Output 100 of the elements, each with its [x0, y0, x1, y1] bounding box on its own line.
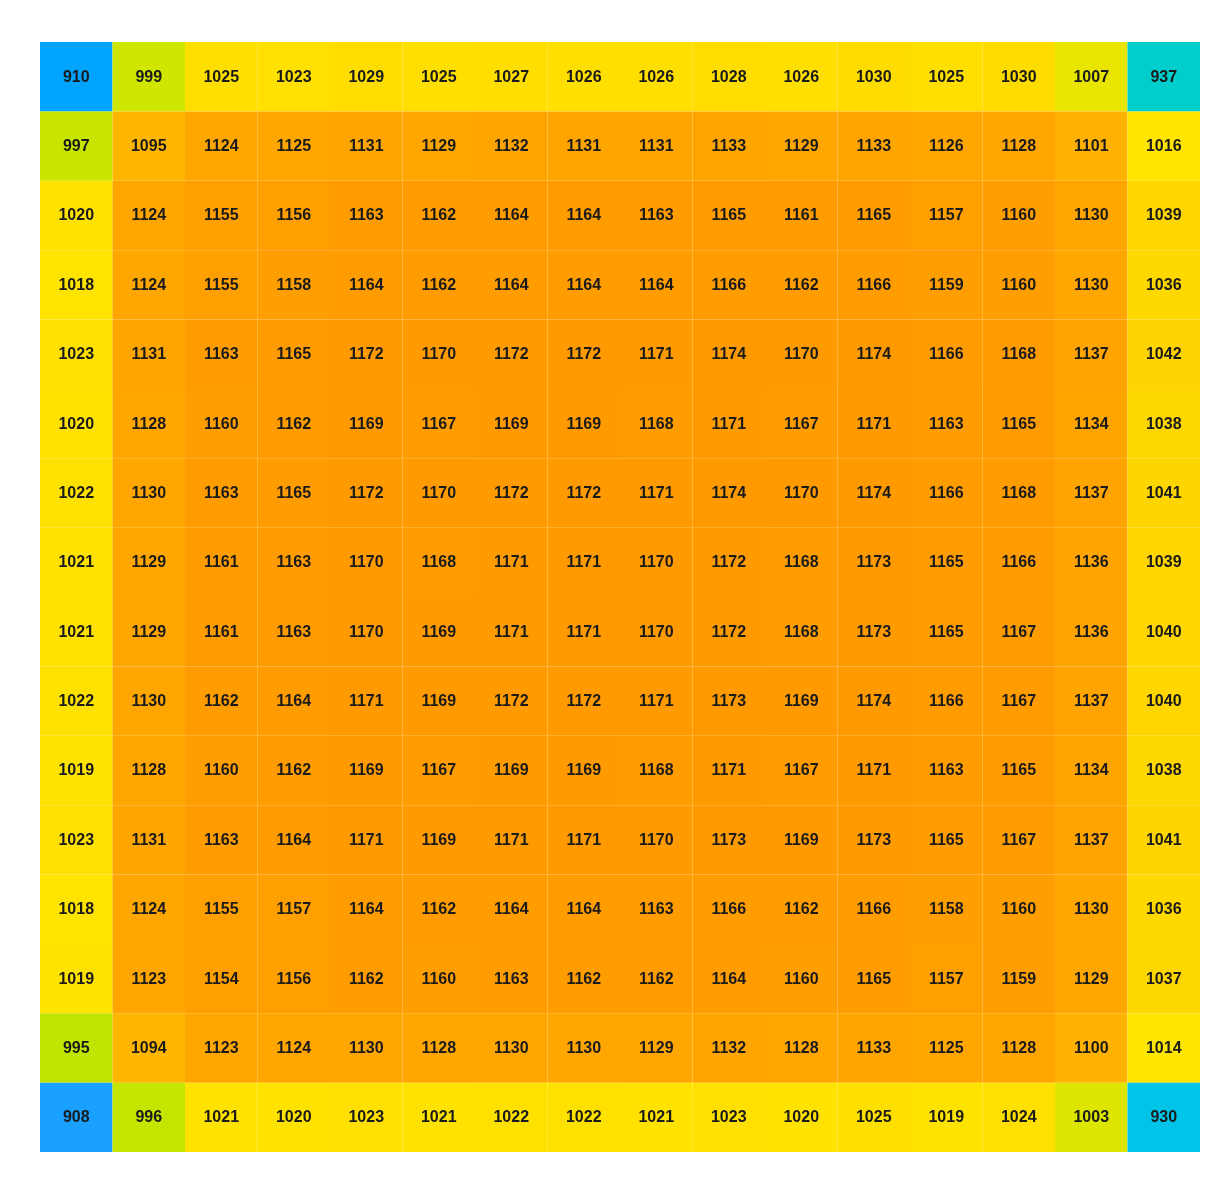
data-label: 1171	[638, 345, 674, 363]
data-label: 1130	[348, 1038, 384, 1056]
data-label: 1169	[421, 830, 457, 848]
data-label: 1137	[1073, 692, 1109, 710]
data-label: 1171	[856, 761, 892, 779]
data-label: 1165	[856, 206, 892, 224]
data-label: 1020	[783, 1108, 820, 1126]
data-label: 1174	[711, 345, 747, 363]
data-label: 1160	[421, 969, 457, 987]
data-label: 1162	[276, 761, 312, 779]
data-label: 999	[135, 67, 163, 85]
data-label: 1025	[420, 67, 457, 85]
data-label: 1173	[711, 830, 747, 848]
data-label: 1158	[928, 900, 964, 918]
data-label: 1021	[58, 622, 95, 640]
data-label: 1171	[638, 692, 674, 710]
data-label: 1029	[348, 67, 385, 85]
data-label: 1169	[348, 761, 384, 779]
data-label: 1094	[130, 1038, 167, 1056]
data-label: 1030	[1000, 67, 1037, 85]
data-label: 1137	[1073, 483, 1109, 501]
data-label: 1171	[566, 622, 602, 640]
data-label: 1129	[421, 137, 457, 155]
data-label: 1131	[348, 137, 384, 155]
data-label: 1171	[711, 761, 747, 779]
data-label: 930	[1150, 1108, 1178, 1126]
data-label: 1039	[1145, 206, 1182, 224]
data-label: 1156	[276, 206, 312, 224]
data-label: 997	[62, 137, 90, 155]
data-label: 1170	[638, 622, 674, 640]
data-label: 1169	[421, 622, 457, 640]
data-label: 1168	[421, 553, 457, 571]
data-label: 1131	[566, 137, 602, 155]
data-label: 1165	[1001, 761, 1037, 779]
data-label: 1166	[711, 900, 747, 918]
data-label: 1028	[710, 67, 747, 85]
data-label: 1130	[1073, 206, 1109, 224]
data-label: 1124	[131, 206, 167, 224]
data-label: 1166	[1001, 553, 1037, 571]
data-label: 1155	[203, 900, 239, 918]
data-label: 1021	[203, 1108, 240, 1126]
data-label: 1155	[203, 275, 239, 293]
data-label: 1170	[348, 622, 384, 640]
data-label: 1172	[566, 345, 602, 363]
data-label: 1168	[1001, 345, 1037, 363]
data-label: 1041	[1145, 483, 1182, 501]
data-label: 1023	[348, 1108, 385, 1126]
data-label: 1171	[493, 622, 529, 640]
data-label: 995	[62, 1038, 90, 1056]
data-label: 1007	[1073, 67, 1110, 85]
data-label: 1130	[1073, 275, 1109, 293]
data-label: 1173	[856, 553, 892, 571]
data-label: 1162	[783, 275, 819, 293]
data-label: 1124	[131, 275, 167, 293]
data-label: 1164	[493, 275, 529, 293]
data-label: 1128	[783, 1038, 819, 1056]
data-label: 1169	[783, 692, 819, 710]
data-label: 1025	[855, 1108, 892, 1126]
data-label: 1170	[348, 553, 384, 571]
data-label: 1160	[1001, 206, 1037, 224]
data-label: 1130	[566, 1038, 602, 1056]
data-label: 1130	[1073, 900, 1109, 918]
data-label: 1165	[928, 622, 964, 640]
data-label: 1130	[131, 692, 167, 710]
data-label: 1157	[276, 900, 312, 918]
data-label: 1129	[638, 1038, 674, 1056]
data-label: 1003	[1073, 1108, 1110, 1126]
data-label: 1164	[711, 969, 747, 987]
data-label: 1171	[711, 414, 747, 432]
data-label: 1124	[203, 137, 239, 155]
data-label: 1173	[856, 622, 892, 640]
data-label: 1169	[493, 761, 529, 779]
data-label: 1167	[783, 414, 819, 432]
data-label: 1100	[1073, 1038, 1109, 1056]
data-label: 1165	[856, 969, 892, 987]
data-label: 1170	[783, 345, 819, 363]
data-label: 910	[62, 67, 90, 85]
data-label: 1163	[203, 483, 239, 501]
data-label: 1173	[856, 830, 892, 848]
data-label: 1155	[203, 206, 239, 224]
data-label: 1174	[711, 483, 747, 501]
data-label: 1162	[421, 275, 457, 293]
data-label: 1171	[638, 483, 674, 501]
data-label: 1128	[131, 414, 167, 432]
data-label: 1132	[493, 137, 529, 155]
data-label: 1171	[493, 830, 529, 848]
data-label: 1167	[1001, 692, 1037, 710]
data-label: 1164	[276, 830, 312, 848]
data-label: 1162	[421, 206, 457, 224]
data-label: 1025	[928, 67, 965, 85]
data-label: 1161	[783, 206, 819, 224]
data-label: 1156	[276, 969, 312, 987]
data-label: 1020	[58, 206, 95, 224]
data-label: 1154	[203, 969, 239, 987]
data-label: 1159	[1001, 969, 1037, 987]
data-label: 1162	[348, 969, 384, 987]
data-label: 1022	[565, 1108, 602, 1126]
data-label: 1172	[348, 483, 384, 501]
data-label: 1164	[566, 275, 602, 293]
data-label: 1160	[203, 414, 239, 432]
